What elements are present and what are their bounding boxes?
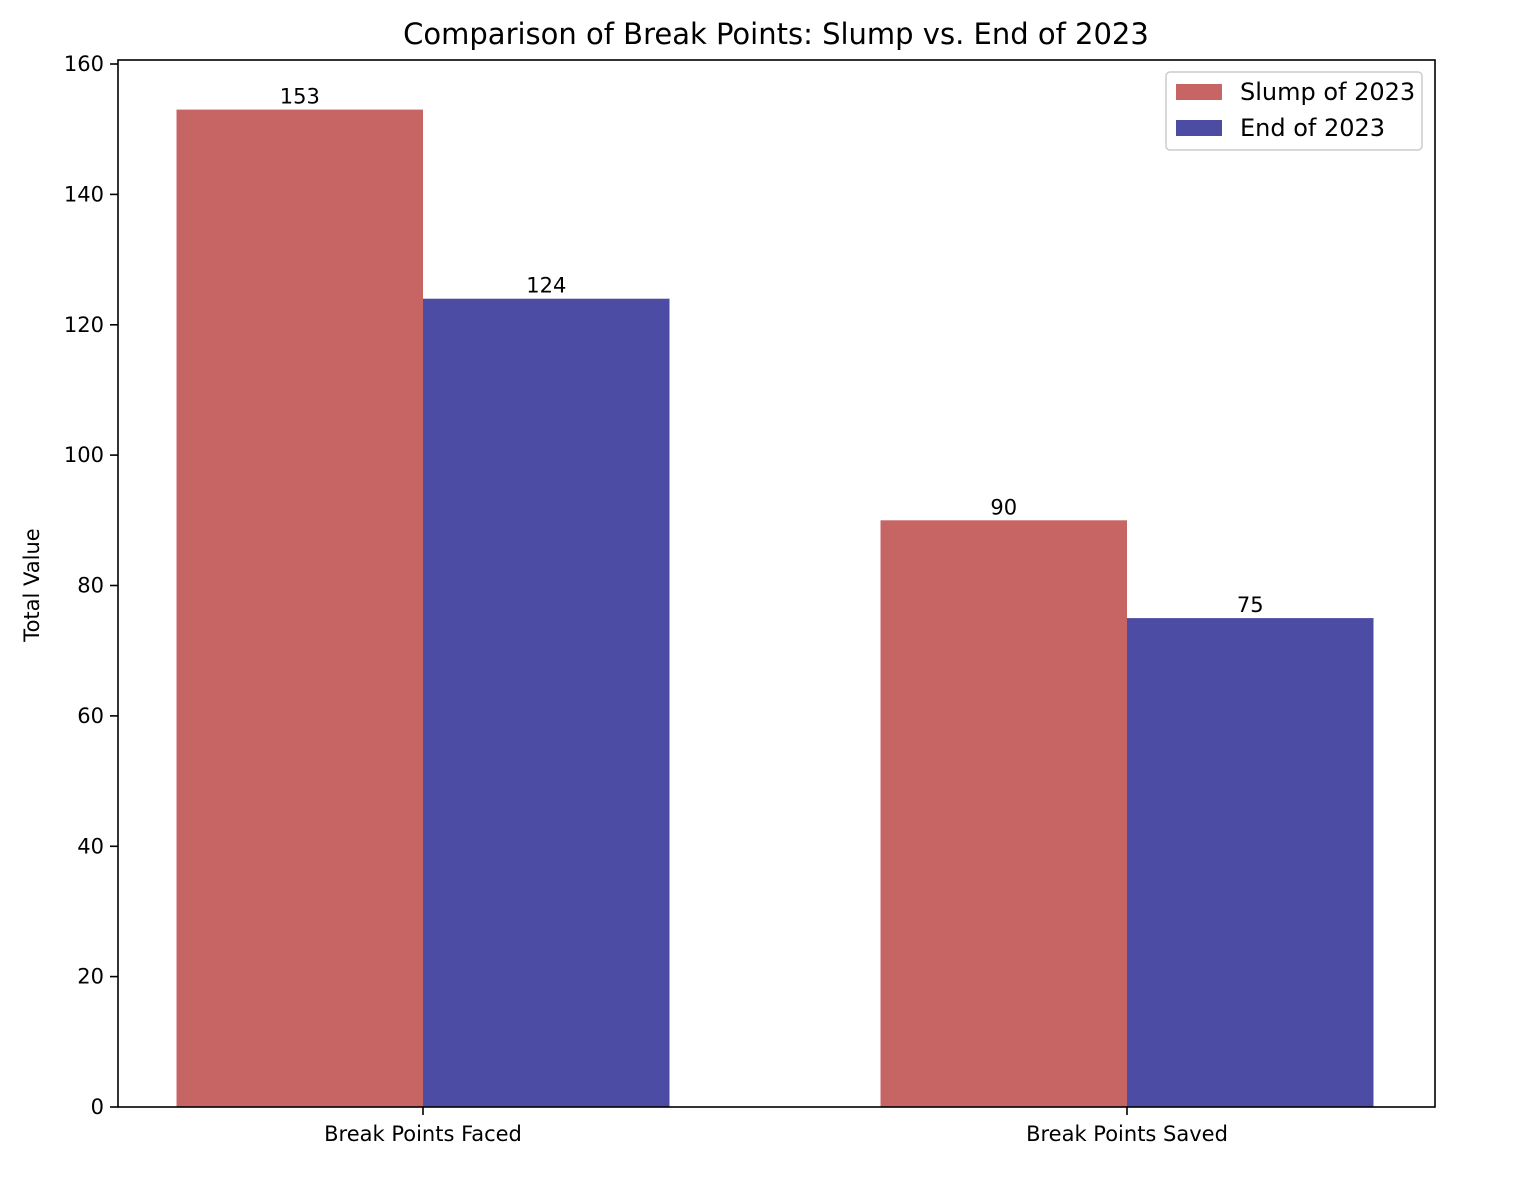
bar-labels-layer: 153 90 124 75 xyxy=(280,85,1264,617)
bar-value-label: 90 xyxy=(990,495,1017,519)
x-axis-ticks: Break Points Faced Break Points Saved xyxy=(324,1107,1228,1146)
bar-slump-of-2023-break-points-faced xyxy=(176,109,423,1108)
bar-value-label: 124 xyxy=(526,274,566,298)
y-tick-label: 20 xyxy=(77,965,104,989)
bar-value-label: 75 xyxy=(1237,593,1264,617)
bar-end-of-2023-break-points-faced xyxy=(423,298,670,1107)
legend-label: Slump of 2023 xyxy=(1240,78,1415,106)
y-tick-label: 60 xyxy=(77,704,104,728)
y-tick-label: 120 xyxy=(64,313,104,337)
legend-box xyxy=(1165,71,1423,151)
y-tick-label: 140 xyxy=(64,182,104,206)
bars-layer xyxy=(176,109,1374,1108)
legend-items: Slump of 2023 End of 2023 xyxy=(1176,78,1415,142)
bar-end-of-2023-break-points-saved xyxy=(1127,618,1374,1107)
bar-value-label: 153 xyxy=(280,85,320,109)
y-axis-ticks: 0 20 40 60 80 100 120 140 160 xyxy=(64,52,118,1119)
bar-slump-of-2023-break-points-saved xyxy=(880,520,1127,1107)
y-tick-label: 160 xyxy=(64,52,104,76)
chart-title: Comparison of Break Points: Slump vs. En… xyxy=(403,17,1149,51)
y-tick-label: 80 xyxy=(77,574,104,598)
legend-swatch xyxy=(1176,120,1222,136)
plot-frame xyxy=(117,59,1436,1108)
y-axis-label: Total Value xyxy=(20,528,44,642)
legend-label: End of 2023 xyxy=(1240,114,1385,142)
y-tick-label: 0 xyxy=(91,1095,104,1119)
legend-swatch xyxy=(1176,84,1222,100)
x-tick-label: Break Points Saved xyxy=(1026,1122,1228,1146)
legend: Slump of 2023 End of 2023 xyxy=(1165,71,1423,151)
y-tick-label: 40 xyxy=(77,834,104,858)
y-tick-label: 100 xyxy=(64,443,104,467)
x-tick-label: Break Points Faced xyxy=(324,1122,522,1146)
